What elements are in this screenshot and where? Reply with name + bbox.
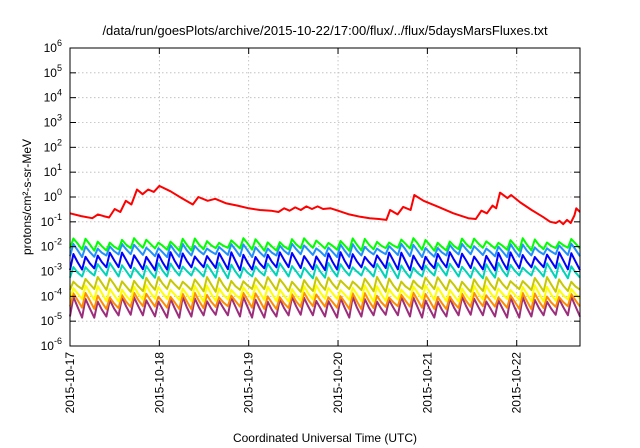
y-tick-label: 100 [44,187,62,204]
series-line-6 [69,276,581,293]
x-tick-labels: 2015-10-17 2015-10-18 2015-10-19 2015-10-20… [63,352,524,414]
y-tick-label: 10-5 [41,311,62,328]
y-tick-label: 103 [44,113,62,130]
y-tick-label: 10-4 [41,286,62,303]
y-tick-base: 10 [41,314,55,328]
y-tick-exponent: 4 [57,88,62,98]
y-tick-label: 10-3 [41,262,62,279]
y-tick-exponent: -6 [54,336,62,346]
x-tick-label: 2015-10-20 [331,352,345,414]
y-tick-base: 10 [41,240,55,254]
x-tick-label: 2015-10-22 [510,352,524,414]
y-tick-base: 10 [41,265,55,279]
y-tick-label: 10-2 [41,237,62,254]
y-tick-exponent: 1 [57,162,62,172]
y-tick-base: 10 [44,140,58,154]
x-tick-label: 2015-10-21 [420,352,434,414]
y-tick-label: 102 [44,137,62,154]
series-line-9 [69,295,581,319]
x-tick-label: 2015-10-19 [242,352,256,414]
y-tick-exponent: 2 [57,137,62,147]
y-tick-label: 105 [44,63,62,80]
y-tick-exponent: 6 [57,38,62,48]
x-tick-label: 2015-10-17 [63,352,77,414]
y-tick-label: 10-6 [41,336,62,353]
y-tick-exponent: -3 [54,262,62,272]
series-layer [69,184,581,319]
y-tick-exponent: -2 [54,237,62,247]
y-axis-label: protons/cm²-s-sr-MeV [20,139,34,255]
y-tick-base: 10 [41,289,55,303]
y-tick-base: 10 [44,41,58,55]
y-tick-label: 101 [44,162,62,179]
y-tick-base: 10 [41,339,55,353]
y-tick-exponent: 0 [57,187,62,197]
y-tick-label: 106 [44,38,62,55]
y-tick-label: 104 [44,88,62,105]
series-line-3 [69,242,581,259]
series-line-2 [69,237,581,252]
series-line-7 [69,284,581,303]
y-tick-exponent: -1 [54,212,62,222]
x-tick-label: 2015-10-18 [152,352,166,414]
series-line-5 [69,262,581,280]
y-tick-exponent: 5 [57,63,62,73]
y-tick-base: 10 [44,116,58,130]
y-tick-exponent: 3 [57,113,62,123]
x-axis-label: Coordinated Universal Time (UTC) [233,431,417,445]
y-tick-base: 10 [44,190,58,204]
y-tick-exponent: -5 [54,311,62,321]
ticks [69,47,580,347]
y-tick-exponent: -4 [54,286,62,296]
y-tick-base: 10 [44,91,58,105]
series-line-1 [69,184,581,226]
y-tick-base: 10 [41,215,55,229]
y-tick-base: 10 [44,66,58,80]
y-tick-base: 10 [44,165,58,179]
y-tick-labels: 10-610-510-410-310-210-11001011021031041… [41,38,62,353]
chart-title: /data/run/goesPlots/archive/2015-10-22/1… [102,23,548,38]
y-tick-label: 10-1 [41,212,62,229]
series-line-8 [69,291,581,311]
series-line-4 [69,251,581,272]
